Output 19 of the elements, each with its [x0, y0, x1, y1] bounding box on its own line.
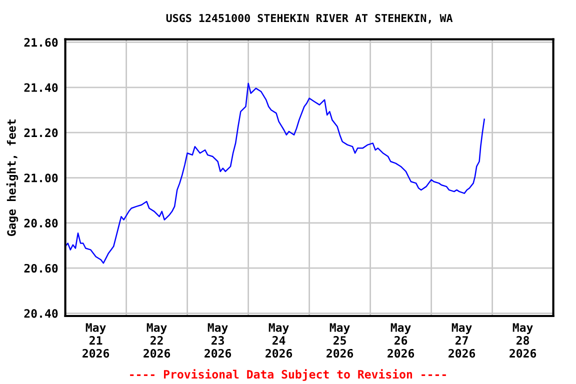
- x-tick-label: May 25 2026: [326, 323, 354, 358]
- y-tick-label: 21.20: [24, 128, 58, 138]
- chart-title: USGS 12451000 STEHEKIN RIVER AT STEHEKIN, WA: [166, 14, 453, 24]
- y-tick-label: 21.40: [24, 83, 58, 92]
- x-tick-label: May 28 2026: [510, 323, 536, 358]
- line-series: [65, 82, 485, 264]
- y-tick-label: 21.60: [24, 38, 58, 47]
- y-tick-label: 21.00: [24, 174, 58, 182]
- y-tick-label: 20.80: [24, 218, 58, 228]
- x-tick-label: May 23 2026: [204, 323, 232, 358]
- x-tick-label: May 26 2026: [388, 323, 414, 358]
- x-tick-label: May 21 2026: [82, 323, 110, 358]
- y-tick-label: 20.60: [24, 264, 58, 273]
- y-tick-label: 20.40: [24, 309, 58, 318]
- x-tick-label: May 27 2026: [448, 323, 476, 358]
- x-tick-label: May 22 2026: [144, 323, 170, 358]
- y-axis-title: Gage height, feet: [6, 120, 18, 236]
- x-tick-label: May 24 2026: [266, 323, 292, 358]
- text: ---- Provisional Data Subject to Revision ----: [130, 369, 446, 381]
